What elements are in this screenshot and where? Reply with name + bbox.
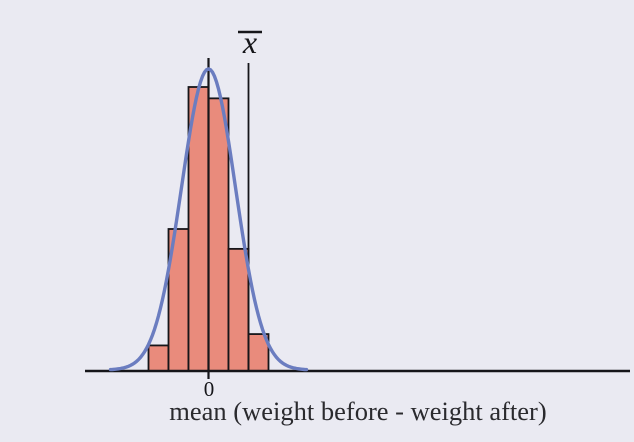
histogram-bar <box>147 344 170 372</box>
histogram-bar <box>227 247 250 372</box>
normal-curve <box>108 67 309 372</box>
histogram-bar <box>207 97 230 372</box>
zero-tick-label: 0 <box>204 377 215 401</box>
chart-paint-layer <box>85 58 630 379</box>
x-axis-label: mean (weight before - weight after) <box>169 396 546 426</box>
xbar-marker-label: x <box>242 24 257 60</box>
